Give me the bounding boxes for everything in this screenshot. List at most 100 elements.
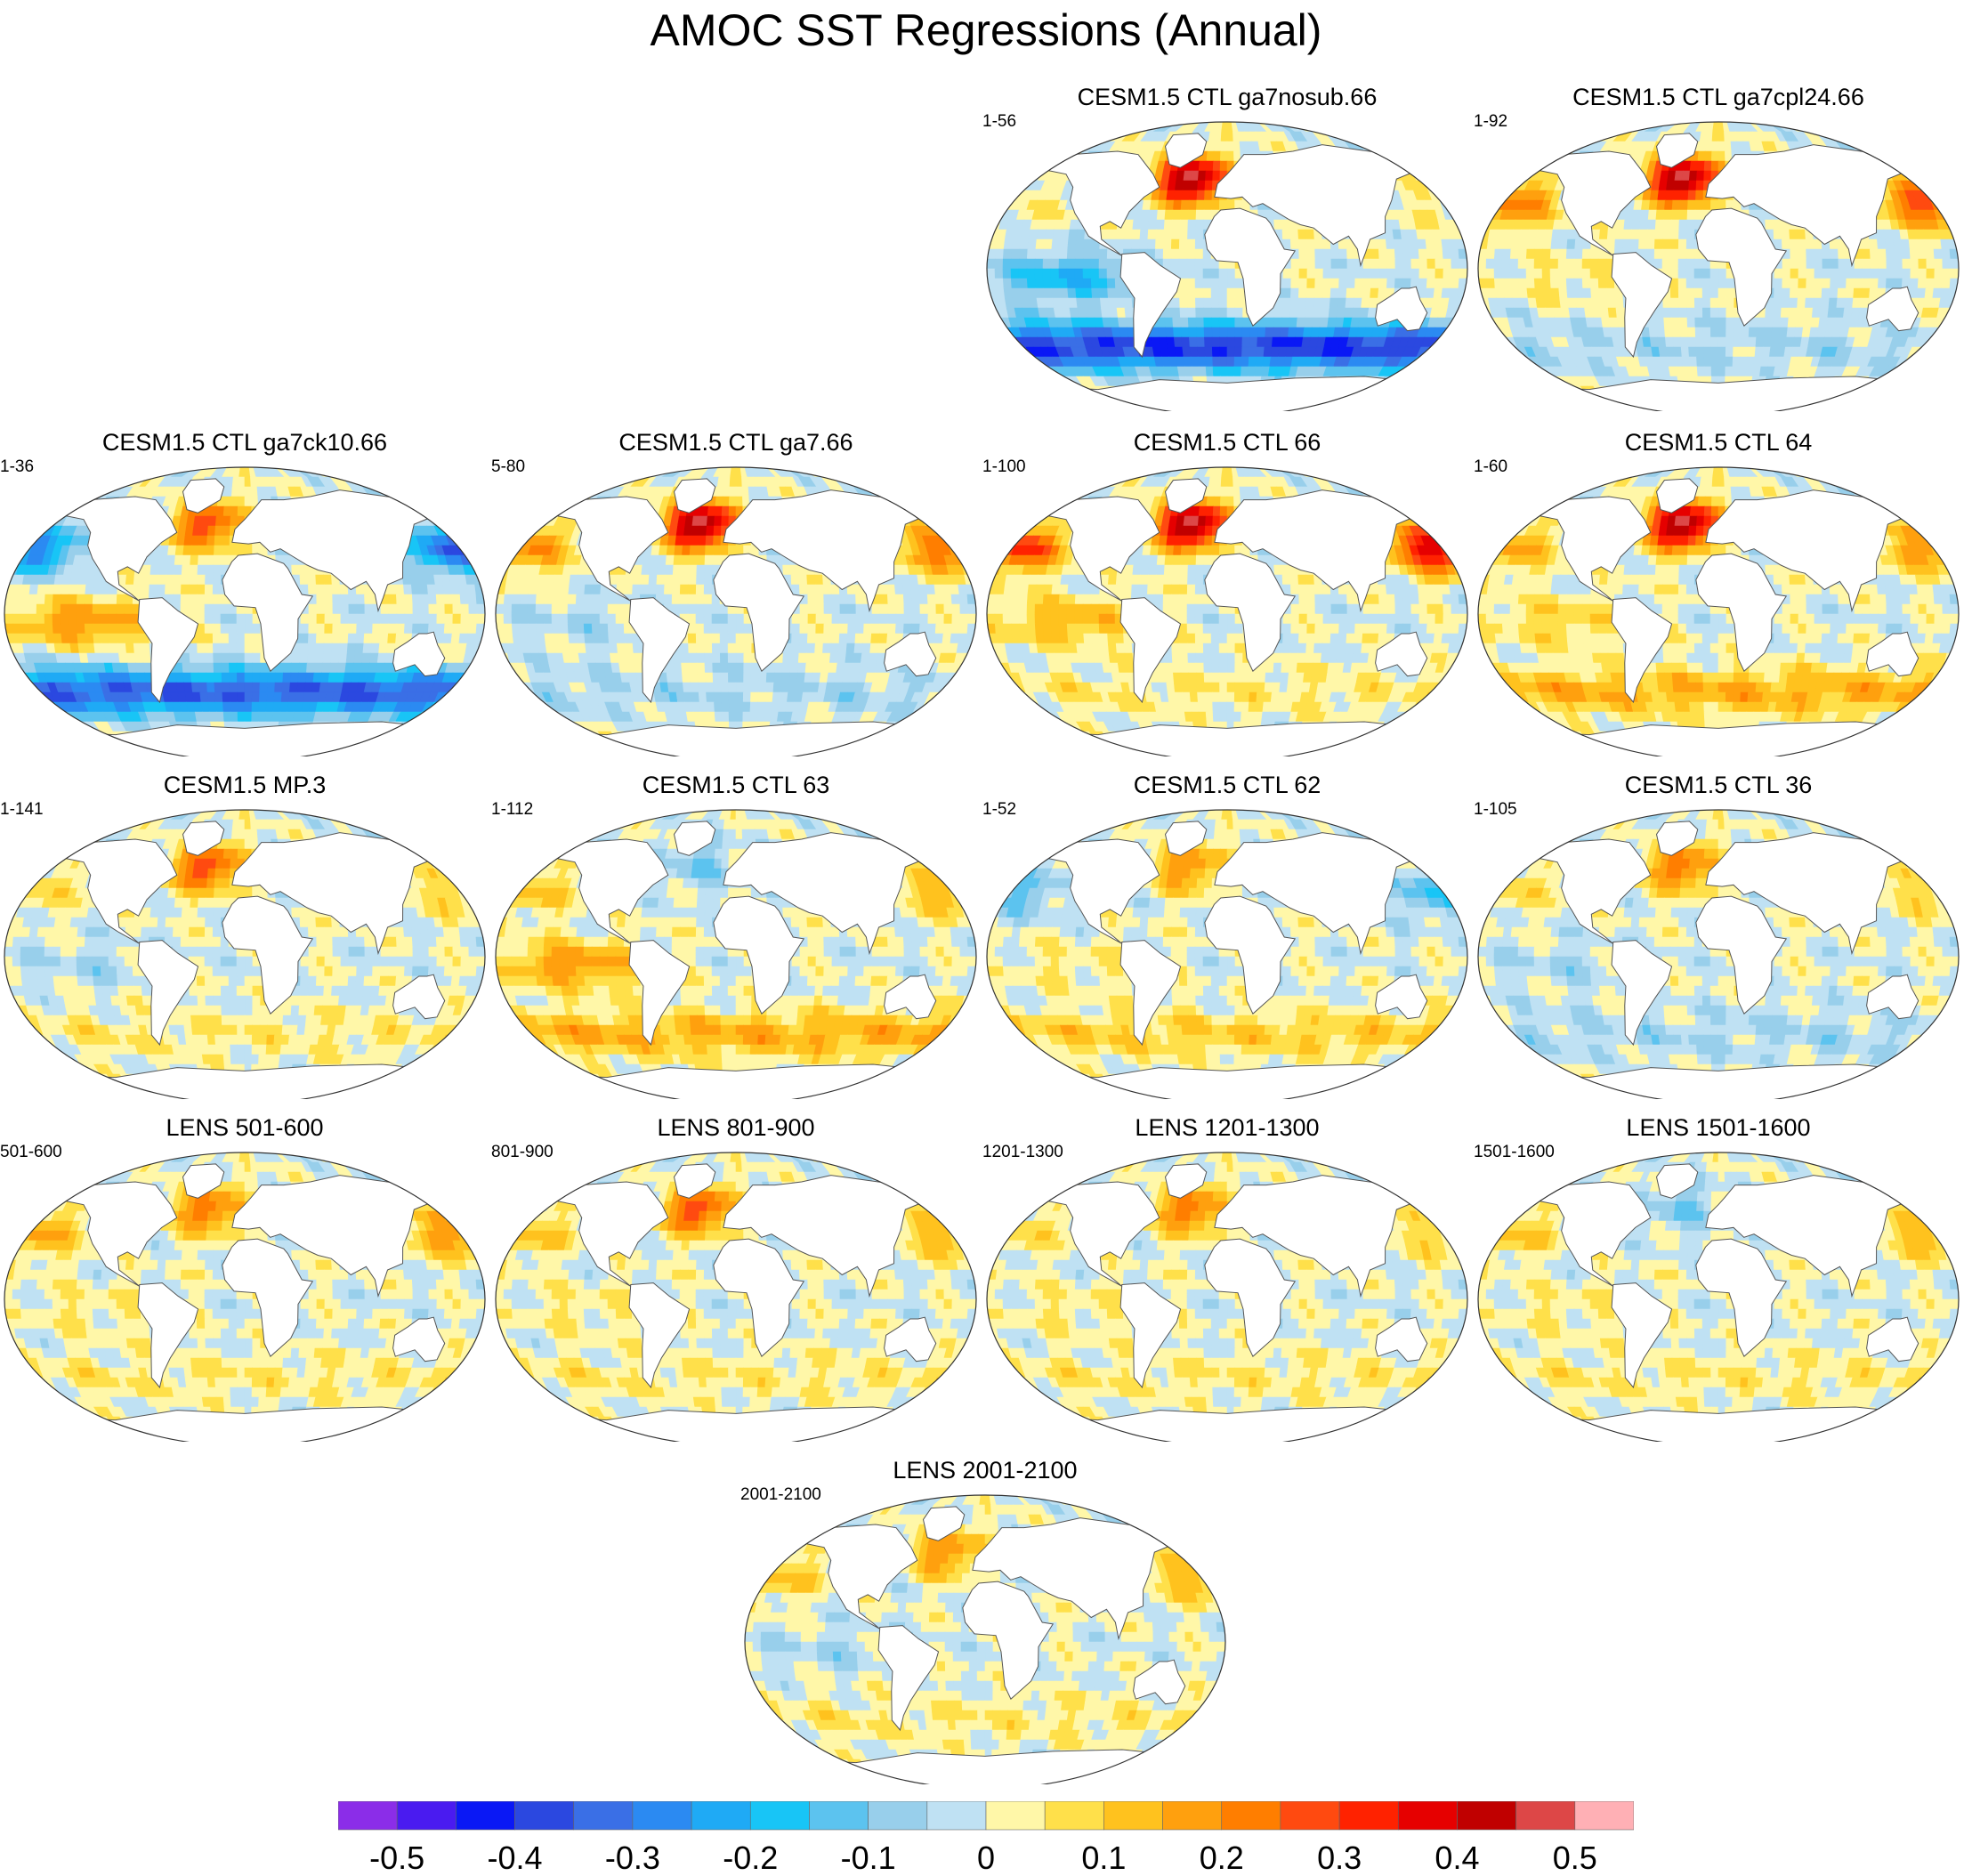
sst-cell xyxy=(460,603,470,615)
sst-cell xyxy=(1362,258,1372,270)
sst-cell xyxy=(1265,317,1274,328)
sst-cell xyxy=(190,672,200,683)
sst-cell xyxy=(1923,356,1938,368)
sst-cell xyxy=(1854,395,1875,407)
sst-cell xyxy=(1370,248,1380,260)
sst-cell xyxy=(1574,287,1584,299)
sst-cell xyxy=(1314,405,1347,411)
sst-cell xyxy=(1289,229,1299,240)
sst-cell xyxy=(88,476,109,488)
sst-cell xyxy=(1083,131,1103,142)
sst-cell xyxy=(228,633,238,644)
sst-cell xyxy=(1332,122,1370,133)
sst-cell xyxy=(1346,287,1355,299)
sst-cell xyxy=(1820,297,1831,309)
sst-cell xyxy=(1186,278,1196,289)
sst-cell xyxy=(1701,268,1711,279)
sst-cell xyxy=(1551,229,1562,240)
sst-cell xyxy=(76,603,85,615)
sst-cell xyxy=(1709,317,1719,328)
sst-cell xyxy=(1574,395,1594,407)
sst-cell xyxy=(214,672,222,683)
sst-cell xyxy=(1560,385,1577,397)
sst-cell xyxy=(1781,297,1790,309)
sst-cell xyxy=(198,535,208,546)
sst-cell xyxy=(69,633,79,644)
sst-cell xyxy=(1166,336,1176,348)
sst-cell xyxy=(1166,190,1176,201)
sst-cell xyxy=(1649,190,1660,201)
sst-cell xyxy=(348,603,358,615)
sst-cell xyxy=(1872,141,1890,152)
sst-cell xyxy=(1354,405,1399,411)
sst-cell xyxy=(86,486,103,497)
sst-cell xyxy=(1306,268,1316,279)
sst-cell xyxy=(77,633,86,644)
sst-cell xyxy=(1336,307,1346,319)
sst-cell xyxy=(4,613,13,625)
sst-cell xyxy=(1314,268,1324,279)
sst-cell xyxy=(1860,141,1877,152)
sst-cell xyxy=(1425,287,1435,299)
sst-cell xyxy=(1604,122,1636,133)
sst-cell xyxy=(452,613,462,625)
sst-cell xyxy=(141,574,151,586)
sst-cell xyxy=(1814,258,1823,270)
panel-year-range: 1-92 xyxy=(1474,112,1507,132)
sst-cell xyxy=(1566,239,1576,250)
sst-cell xyxy=(197,643,206,654)
sst-cell xyxy=(116,603,125,615)
sst-cell xyxy=(244,486,252,497)
sst-cell xyxy=(1517,248,1528,260)
sst-cell xyxy=(332,594,342,605)
sst-cell xyxy=(1934,336,1947,348)
sst-cell xyxy=(1052,395,1075,407)
sst-cell xyxy=(1909,170,1923,182)
sst-cell xyxy=(1123,297,1134,309)
sst-cell xyxy=(1862,248,1871,260)
sst-cell xyxy=(1828,405,1867,411)
sst-cell xyxy=(1806,258,1815,270)
sst-cell xyxy=(1084,405,1122,411)
sst-cell xyxy=(1048,150,1064,162)
sst-cell xyxy=(339,633,349,644)
sst-cell xyxy=(1148,209,1159,221)
sst-cell xyxy=(1352,131,1371,142)
sst-cell xyxy=(1782,239,1790,250)
sst-cell xyxy=(1305,239,1315,250)
sst-cell xyxy=(1381,141,1399,152)
sst-cell xyxy=(994,278,1005,289)
sst-cell xyxy=(180,584,190,595)
sst-cell xyxy=(1346,268,1356,279)
sst-cell xyxy=(1265,209,1274,221)
sst-cell xyxy=(1150,199,1160,211)
sst-cell xyxy=(1860,131,1881,142)
sst-cell xyxy=(1443,336,1456,348)
sst-cell xyxy=(1212,356,1221,368)
sst-cell xyxy=(165,584,174,595)
sst-cell xyxy=(434,584,445,595)
sst-cell xyxy=(1798,268,1807,279)
sst-cell xyxy=(196,633,206,644)
sst-cell xyxy=(299,643,309,654)
sst-cell xyxy=(274,682,283,693)
sst-cell xyxy=(1549,258,1559,270)
sst-cell xyxy=(53,633,63,644)
sst-cell xyxy=(1638,239,1648,250)
sst-cell xyxy=(125,574,135,586)
sst-cell xyxy=(395,633,405,644)
sst-cell xyxy=(222,682,230,693)
sst-cell xyxy=(1865,131,1887,142)
sst-cell xyxy=(443,594,454,605)
sst-cell xyxy=(244,662,254,674)
sst-cell xyxy=(1709,278,1719,289)
sst-cell xyxy=(166,554,176,566)
sst-cell xyxy=(1083,239,1093,250)
sst-cell xyxy=(238,476,246,488)
sst-cell xyxy=(208,505,218,517)
sst-cell xyxy=(1306,258,1316,270)
sst-cell xyxy=(322,652,332,664)
sst-cell xyxy=(1178,287,1188,299)
sst-cell xyxy=(1888,150,1904,162)
sst-cell xyxy=(1219,346,1228,358)
